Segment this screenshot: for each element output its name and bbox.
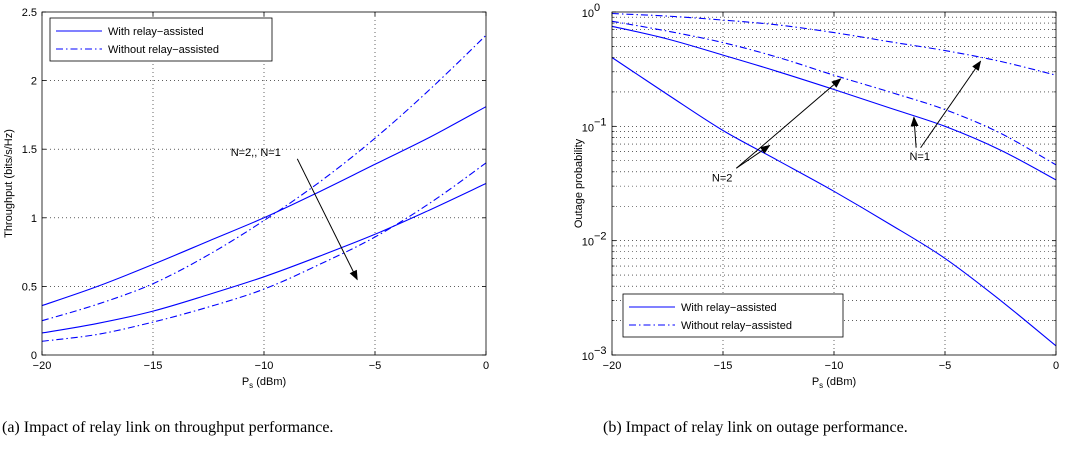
x-tick-label: −10 <box>255 360 274 372</box>
series-line-2 <box>611 25 1057 181</box>
series-line-1 <box>41 106 487 307</box>
x-tick-label: −15 <box>714 360 733 372</box>
y-tick-label: 2.5 <box>22 7 37 19</box>
x-tick-label: −10 <box>825 360 844 372</box>
annotation-arrow <box>920 60 982 149</box>
caption-b: (b) Impact of relay link on outage perfo… <box>603 419 908 436</box>
y-tick-label: 0 <box>31 350 37 362</box>
legend-label-1: With relay−assisted <box>681 302 777 314</box>
y-tick-label: 10 <box>582 8 594 20</box>
y-tick-label: 10 <box>582 237 594 249</box>
y-tick-label: 1 <box>31 213 37 225</box>
series-group <box>41 34 487 342</box>
y-tick-label: 1.5 <box>22 144 37 156</box>
y-tick-exponent: −3 <box>594 345 607 357</box>
ticks: −20 −15 −10 −5 0 0 0.5 1 1.5 2 2.5 <box>22 7 489 372</box>
annotations: N=2,, N=1 <box>231 147 358 281</box>
y-tick-exponent: 0 <box>594 2 600 14</box>
annotation-label: N=1 <box>909 151 930 163</box>
legend-box <box>622 293 844 338</box>
annotation-label: N=2 <box>712 172 733 184</box>
y-tick-label: 0.5 <box>22 281 37 293</box>
legend: With relay−assisted Without relay−assiste… <box>49 17 273 62</box>
y-axis-label: Throughput (bits/s/Hz) <box>3 129 15 238</box>
legend-label-2: Without relay−assisted <box>681 320 792 332</box>
legend: With relay−assisted Without relay−assiste… <box>622 293 844 338</box>
y-tick-exponent: −1 <box>594 116 607 128</box>
x-axis-label: Ps (dBm) <box>242 376 286 390</box>
y-tick-exponent: −2 <box>594 231 607 243</box>
legend-label-1: With relay−assisted <box>108 26 204 38</box>
throughput-chart: −20 −15 −10 −5 0 0 0.5 1 1.5 2 2.5 Ps (dBm) Throughp… <box>3 7 489 390</box>
annotation-label: N=2,, N=1 <box>231 147 281 159</box>
outage-chart: −20 −15 −10 −5 010−310−210−110 0Ps (dBm)Outag… <box>573 2 1059 390</box>
x-tick-label: 0 <box>483 360 489 372</box>
y-tick-label: 2 <box>31 76 37 88</box>
x-tick-label: −20 <box>603 360 622 372</box>
legend-label-2: Without relay−assisted <box>108 44 219 56</box>
y-tick-label: 10 <box>582 122 594 134</box>
series-line-4 <box>611 12 1057 76</box>
y-tick-label: 10 <box>582 351 594 363</box>
series-line-2 <box>41 183 487 334</box>
annotation-arrow <box>296 158 358 281</box>
annotation-arrow <box>910 116 919 148</box>
legend-box <box>49 17 273 62</box>
x-axis-label: Ps (dBm) <box>812 376 856 390</box>
figure: −20 −15 −10 −5 000.511.522.5Ps (dBm)Throughp… <box>3 2 1059 390</box>
x-tick-label: −15 <box>144 360 163 372</box>
y-axis-label: Outage probability <box>573 138 585 228</box>
caption-a: (a) Impact of relay link on throughput p… <box>2 419 334 436</box>
x-tick-label: −5 <box>939 360 952 372</box>
x-tick-label: −20 <box>33 360 52 372</box>
x-tick-label: 0 <box>1053 360 1059 372</box>
series-line-4 <box>41 162 487 342</box>
annotation-arrow <box>735 78 842 169</box>
annotations: N=2 N=1 <box>712 60 982 184</box>
series-line-3 <box>611 20 1057 166</box>
x-tick-label: −5 <box>369 360 382 372</box>
series-group <box>611 12 1057 347</box>
plot-area <box>42 12 486 355</box>
series-line-1 <box>611 57 1057 347</box>
series-line-3 <box>41 34 487 322</box>
annotation-arrow <box>736 144 771 169</box>
